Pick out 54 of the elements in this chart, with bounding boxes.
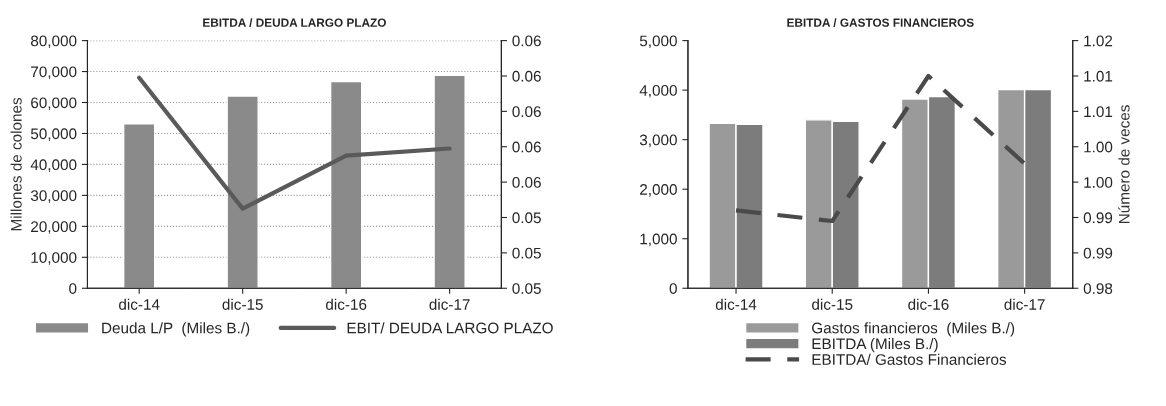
x-tick-label: dic-14 bbox=[715, 298, 757, 310]
y-tick-label: 10,000 bbox=[31, 252, 77, 265]
y-tick-label: 0 bbox=[669, 283, 677, 294]
legend-label: Gastos financieros (Miles B./) bbox=[812, 322, 1015, 337]
y-tick-label: 70,000 bbox=[31, 66, 77, 80]
legend-label: EBITDA (Miles B./) bbox=[812, 337, 938, 353]
y2-tick-label: 0.06 bbox=[512, 106, 541, 118]
y2-tick-label: 0.06 bbox=[512, 70, 541, 82]
y-tick-label: 1,000 bbox=[640, 233, 677, 247]
line-series bbox=[733, 73, 1027, 224]
bar bbox=[329, 80, 363, 289]
y2-tick-label: 0.99 bbox=[1083, 247, 1113, 259]
x-tick-label: dic-17 bbox=[429, 298, 470, 310]
y2-tick-label: 0.05 bbox=[512, 247, 541, 259]
y-tick-label: 3,000 bbox=[639, 134, 677, 148]
bar bbox=[122, 123, 156, 289]
y-tick-label: 0 bbox=[69, 283, 77, 294]
y2-tick-label: 0.06 bbox=[512, 35, 541, 47]
chart-title: EBITDA / DEUDA LARGO PLAZO bbox=[203, 18, 386, 27]
x-tick-label: dic-14 bbox=[119, 298, 160, 310]
y-tick-label: 80,000 bbox=[30, 35, 77, 49]
legend-label: EBITDA/ Gastos Financieros bbox=[812, 353, 1007, 365]
y-tick-label: 50,000 bbox=[30, 128, 77, 141]
y2-tick-label: 0.06 bbox=[512, 141, 541, 153]
y-tick-label: 40,000 bbox=[30, 159, 77, 172]
x-tick-label: dic-16 bbox=[325, 298, 367, 310]
y2-tick-label: 1.00 bbox=[1084, 141, 1113, 153]
y2-tick-label: 0.99 bbox=[1083, 212, 1113, 224]
y2-tick-label: 0.98 bbox=[1083, 283, 1113, 294]
y2-tick-label: 1.01 bbox=[1084, 70, 1113, 82]
y2-axis-title: Número de veces bbox=[1118, 105, 1130, 224]
y-tick-label: 60,000 bbox=[31, 97, 77, 111]
y-axis-title: Millones de colones bbox=[10, 97, 22, 231]
bar bbox=[226, 95, 259, 289]
line-series bbox=[137, 75, 452, 211]
y2-tick-label: 1.00 bbox=[1084, 176, 1113, 188]
legend-label: EBIT/ DEUDA LARGO PLAZO bbox=[347, 322, 553, 334]
x-tick-label: dic-15 bbox=[222, 298, 263, 310]
legend-label: Deuda L/P (Miles B./) bbox=[102, 322, 250, 337]
y2-tick-label: 1.02 bbox=[1084, 35, 1113, 47]
y-tick-label: 30,000 bbox=[30, 190, 77, 203]
y2-tick-label: 1.01 bbox=[1084, 106, 1113, 118]
y-tick-label: 5,000 bbox=[639, 35, 677, 49]
bar bbox=[433, 74, 466, 289]
y-tick-label: 4,000 bbox=[639, 85, 677, 98]
y-tick-label: 20,000 bbox=[31, 221, 77, 234]
y2-tick-label: 0.05 bbox=[512, 283, 541, 294]
chart-title: EBITDA / GASTOS FINANCIEROS bbox=[787, 18, 974, 27]
x-tick-label: dic-17 bbox=[1004, 298, 1045, 310]
y2-tick-label: 0.05 bbox=[512, 212, 541, 224]
x-tick-label: dic-15 bbox=[812, 298, 853, 310]
y2-tick-label: 0.06 bbox=[512, 176, 541, 188]
x-tick-label: dic-16 bbox=[908, 298, 949, 310]
y-tick-label: 2,000 bbox=[640, 184, 677, 197]
